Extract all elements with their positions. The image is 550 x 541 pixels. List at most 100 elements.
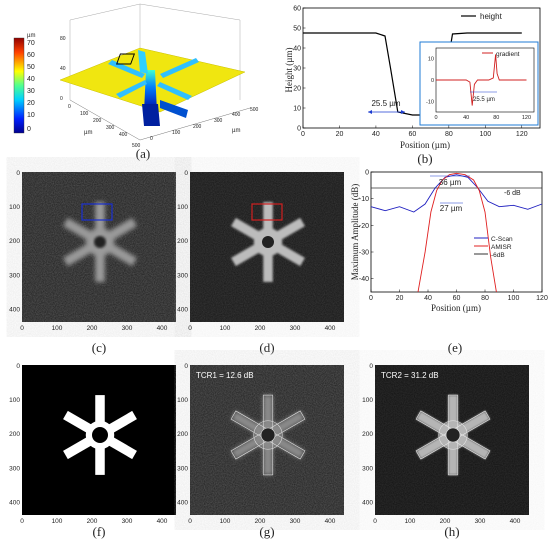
image-x-tick: 200 [255,518,266,525]
legend-gradient: gradient [496,51,520,58]
image-x-tick: 100 [220,518,231,525]
box-frame [69,3,241,100]
caption-d: (d) [259,340,274,355]
image-y-tick: 0 [16,170,20,177]
ticks-c: 0 100 200 300 400 0 100 200 300 400 [9,170,168,332]
image-x-tick: 0 [373,518,377,525]
axes-base [69,99,251,141]
image-y-tick: 300 [9,465,20,472]
image-y-tick: 400 [177,499,188,506]
image-y-tick: 200 [177,238,188,245]
region-box-c [81,203,113,221]
z-tick: 0 [60,96,63,102]
y-tick-label: 50 [293,26,301,33]
colorbar-tick: 40 [27,76,35,83]
y-tick-label: -40 [359,276,369,283]
panel-d: 0 100 200 300 400 0 100 200 300 400 (d) [177,170,344,355]
image-y-tick: 200 [362,431,373,438]
x-tick-label: 20 [396,295,404,302]
image-x-tick: 400 [510,518,521,525]
caption-f: (f) [93,524,106,539]
image-x-tick: 400 [325,518,336,525]
image-y-tick: 100 [362,397,373,404]
x-tick-label: 100 [479,131,491,138]
image-y-tick: 0 [184,363,188,370]
series-amisr-line [417,172,497,293]
image-x-tick: 200 [255,325,266,332]
axis-label-x: µm [84,130,92,136]
image-y-tick: 300 [177,465,188,472]
z-tick: 80 [60,36,66,42]
image-y-tick: 400 [362,499,373,506]
inset-y-tick: 0 [431,78,434,84]
image-y-tick: 0 [16,363,20,370]
image-x-tick: 300 [290,518,301,525]
panel-c: 0 100 200 300 400 0 100 200 300 400 (c) [9,170,176,355]
inset-x-tick: 120 [522,115,531,121]
tcr2-label: TCR2 = 31.2 dB [381,371,439,380]
x-tick-label: 0 [369,295,373,302]
colorbar [13,37,25,134]
legend-cscan: C-Scan [491,236,513,243]
colorbar-tick: 0 [27,126,31,133]
colorbar-tick: 60 [27,52,35,59]
caption-b: (b) [417,151,432,166]
ticks-h: 0 100 200 300 400 0 100 200 300 400 [362,363,521,525]
surface-pit [108,50,199,126]
x-tick-label: 40 [424,295,432,302]
image-x-tick: 300 [290,325,301,332]
inset-x-tick: 0 [434,115,437,121]
panel-g: TCR1 = 12.6 dB 0 100 200 300 400 0 100 200 300 40… [177,363,344,539]
image-x-tick: 400 [157,518,168,525]
panel-f: 0 100 200 300 400 0 100 200 300 400 (f) [9,363,176,539]
image-y-tick: 400 [9,306,20,313]
ticks-g: 0 100 200 300 400 0 100 200 300 400 [177,363,336,525]
region-marker [116,53,136,65]
caption-h: (h) [444,524,459,539]
image-y-tick: 200 [9,431,20,438]
axis-ticks-x: 0 100 200 300 400 500 [68,104,141,149]
axis-tick: 0 [68,104,71,110]
width-label-27: 27 µm [440,204,463,213]
y-tick-label: 10 [293,106,301,113]
inset-x-tick: 80 [493,115,499,121]
width-label-36: 36 µm [439,178,462,187]
legend-6db: -6dB [491,252,505,259]
image-y-tick: 0 [369,363,373,370]
db-threshold-label: -6 dB [504,190,521,197]
y-tick-label: -30 [359,250,369,257]
y-tick-label: 0 [365,170,369,177]
x-tick-label: 0 [301,131,305,138]
legend-amisr: AMISR [491,244,512,251]
x-tick-label: 40 [372,131,380,138]
axis-tick: 300 [106,125,115,131]
image-y-tick: 0 [184,170,188,177]
z-tick: 40 [60,66,66,72]
inset-ticks: 0 40 80 120 10 0 -10 [426,57,531,121]
inset-x-tick: 40 [463,115,469,121]
axis-tick: 200 [193,124,202,130]
x-tick-label: 120 [536,295,548,302]
x-tick-label: 120 [516,131,528,138]
image-x-tick: 100 [52,518,63,525]
legend-e: C-Scan AMISR -6dB [474,236,513,259]
image-x-tick: 0 [188,518,192,525]
y-tick-label: 20 [293,86,301,93]
image-x-tick: 200 [87,518,98,525]
image-y-tick: 300 [177,272,188,279]
y-tick-label: 30 [293,66,301,73]
x-tick-label: 100 [508,295,520,302]
image-x-tick: 200 [440,518,451,525]
axis-tick: 400 [119,132,128,138]
axis-tick: 100 [172,130,181,136]
image-y-tick: 100 [177,204,188,211]
caption-e: (e) [448,340,462,355]
colorbar-tick: 10 [27,112,35,119]
series-cscan-line [370,174,543,213]
image-y-tick: 100 [9,397,20,404]
tcr1-label: TCR1 = 12.6 dB [196,371,254,380]
colorbar-tick: 50 [27,64,35,71]
x-tick-label: 80 [481,295,489,302]
ylabel-e: Maximum Amplitude (dB) [350,184,360,281]
axis-tick: 200 [93,118,102,124]
